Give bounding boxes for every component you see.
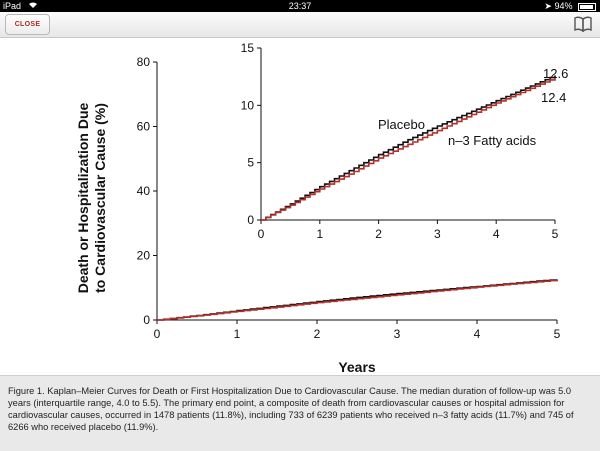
main-x-tick-label: 5 [554, 327, 561, 341]
inset-plot: 0 5 10 15 0 1 2 3 4 5 Placebo n–3 Fatty acids 12.6 12… [241, 41, 569, 241]
inset-x-tick-label: 2 [375, 227, 382, 241]
inset-y-tick-label: 5 [247, 156, 254, 170]
inset-series-label-placebo: Placebo [378, 117, 425, 132]
main-x-tick-label: 0 [154, 327, 161, 341]
inset-y-tick-label: 15 [241, 41, 255, 55]
kaplan-meier-chart: Death or Hospitalization Dueto Cardiovas… [75, 41, 569, 375]
wifi-icon [28, 0, 38, 12]
inset-x-tick-label: 4 [493, 227, 500, 241]
main-y-tick-label: 20 [137, 249, 151, 263]
device-name: iPad [3, 1, 22, 11]
inset-x-tick-label: 1 [316, 227, 323, 241]
book-icon[interactable] [574, 16, 592, 33]
inset-y-tick-label: 10 [241, 98, 255, 112]
main-series-line-1 [157, 279, 558, 321]
main-y-tick-label: 60 [137, 120, 151, 134]
inset-series-label-fatty-acids: n–3 Fatty acids [448, 133, 537, 148]
close-button[interactable]: CLOSE [5, 14, 50, 35]
clock: 23:37 [288, 1, 312, 11]
main-x-tick-label: 2 [314, 327, 321, 341]
toolbar: CLOSE [0, 12, 600, 38]
inset-series-line-1 [261, 77, 556, 221]
main-x-tick-label: 3 [394, 327, 401, 341]
battery-icon [578, 2, 596, 11]
main-x-label: Years [338, 359, 376, 374]
battery-fill [580, 4, 594, 9]
inset-y-tick-label: 0 [247, 213, 254, 227]
inset-x-tick-label: 5 [552, 227, 559, 241]
status-bar: iPad 23:37 ➤ 94% [0, 0, 600, 12]
inset-series-line-0 [261, 75, 556, 221]
caption-text: Figure 1. Kaplan–Meier Curves for Death … [8, 386, 574, 432]
inset-x-tick-label: 3 [434, 227, 441, 241]
figure-caption: Figure 1. Kaplan–Meier Curves for Death … [0, 375, 600, 451]
main-x-tick-label: 1 [234, 327, 241, 341]
battery-percent: 94% [554, 1, 573, 11]
inset-end-label-fatty-acids: 12.4 [541, 90, 566, 105]
main-y-tick-label: 80 [137, 55, 151, 69]
figure: Death or Hospitalization Dueto Cardiovas… [0, 38, 600, 375]
main-y-tick-label: 40 [137, 184, 151, 198]
location-icon: ➤ [544, 1, 552, 11]
inset-x-tick-label: 0 [258, 227, 265, 241]
inset-end-label-placebo: 12.6 [543, 66, 568, 81]
main-x-tick-label: 4 [474, 327, 481, 341]
main-y-label: Death or Hospitalization Dueto Cardiovas… [75, 103, 108, 294]
main-y-tick-label: 0 [143, 313, 150, 327]
